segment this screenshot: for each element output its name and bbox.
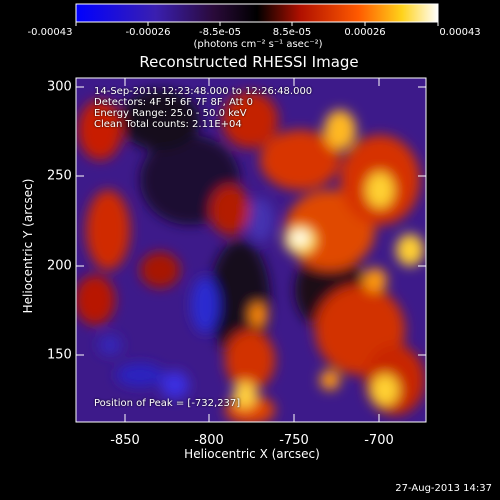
peak-position-text: Position of Peak = [-732,237] [94, 398, 241, 409]
y-tick-label: 200 [47, 258, 72, 274]
x-tick-label: -800 [194, 433, 224, 448]
x-tick-label: -750 [279, 433, 309, 448]
y-tick-label: 300 [47, 79, 72, 95]
y-tick-label: 150 [47, 347, 72, 363]
colorbar-tick-label: 0.00026 [344, 27, 386, 38]
footer-timestamp: 27-Aug-2013 14:37 [395, 483, 492, 494]
colorbar-units-label: (photons cm⁻² s⁻¹ asec⁻²) [193, 39, 323, 50]
x-axis-ticks [124, 78, 380, 422]
colorbar-ticks [75, 22, 439, 26]
colorbar [75, 3, 439, 23]
chart-title: Reconstructed RHESSI Image [139, 53, 359, 71]
colorbar-tick-label: -8.5e-05 [199, 27, 241, 38]
colorbar-tick-label: 8.5e-05 [272, 27, 312, 38]
colorbar-tick-label: -0.00026 [125, 27, 171, 38]
clean-counts-text: Clean Total counts: 2.11E+04 [94, 119, 242, 130]
time-range-text: 14-Sep-2011 12:23:48.000 to 12:26:48.000 [94, 86, 313, 97]
plot-frame [75, 77, 427, 423]
detectors-text: Detectors: 4F 5F 6F 7F 8F, Att 0 [94, 97, 254, 108]
colorbar-tick-label: -0.00043 [27, 27, 73, 38]
image-heatmap [76, 78, 426, 422]
x-axis-label: Heliocentric X (arcsec) [184, 447, 320, 461]
x-tick-label: -700 [364, 433, 394, 448]
y-axis-label: Heliocentric Y (arcsec) [21, 178, 35, 314]
colorbar-tick-label: 0.00043 [439, 27, 481, 38]
y-axis-ticks [76, 86, 426, 356]
energy-range-text: Energy Range: 25.0 - 50.0 keV [94, 108, 247, 119]
y-tick-label: 250 [47, 168, 72, 184]
x-tick-label: -850 [110, 433, 140, 448]
